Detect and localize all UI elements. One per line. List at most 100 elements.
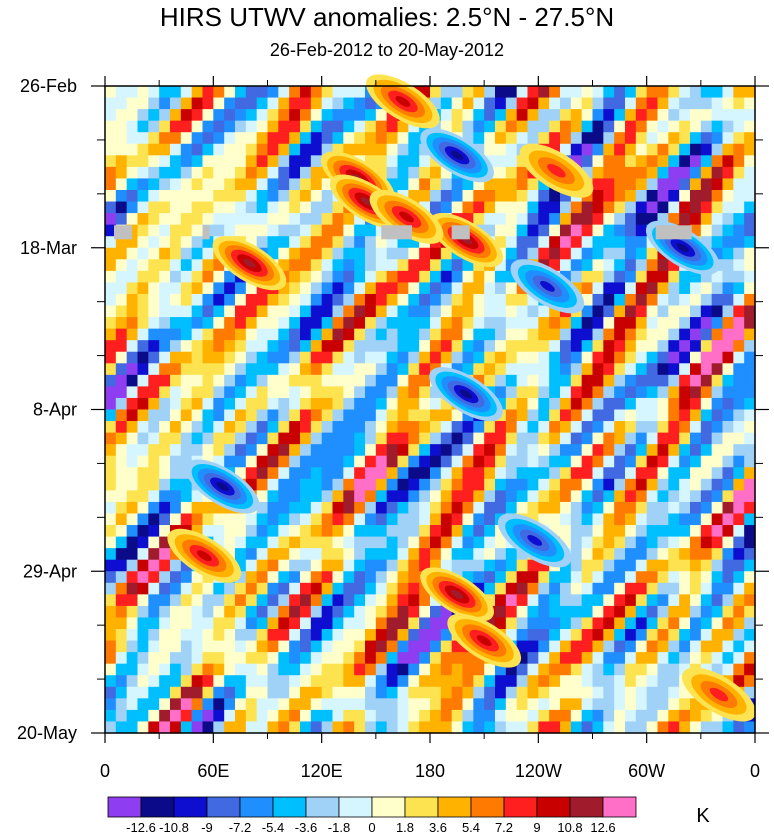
field-cell <box>159 455 171 468</box>
field-cell <box>397 605 409 619</box>
field-cell <box>700 155 713 168</box>
field-cell <box>148 97 160 110</box>
field-cell <box>592 340 604 353</box>
field-cell <box>430 247 442 260</box>
field-cell <box>126 686 139 699</box>
field-cell <box>516 605 529 619</box>
field-cell <box>581 559 594 572</box>
field-cell <box>267 213 279 226</box>
field-cell <box>267 513 279 526</box>
field-cell <box>267 421 279 434</box>
field-cell <box>310 571 323 584</box>
field-cell <box>440 525 453 538</box>
field-cell <box>310 455 323 468</box>
field-cell <box>711 582 724 595</box>
field-cell <box>603 709 615 723</box>
field-cell <box>235 582 247 595</box>
field-cell <box>126 328 139 341</box>
field-cell <box>235 571 247 584</box>
field-cell <box>462 282 474 295</box>
field-cell <box>267 594 279 607</box>
field-cell <box>462 328 474 341</box>
field-cell <box>386 467 399 480</box>
field-cell <box>538 698 550 711</box>
field-cell <box>213 213 225 226</box>
field-cell <box>614 501 626 515</box>
field-cell <box>310 617 323 630</box>
field-cell <box>538 109 550 122</box>
field-cell <box>321 86 334 99</box>
field-cell <box>581 455 594 468</box>
field-cell <box>235 213 247 226</box>
field-cell <box>213 421 225 434</box>
field-cell <box>170 386 182 399</box>
field-cell <box>744 97 756 110</box>
field-cell <box>105 652 117 665</box>
field-cell <box>289 455 301 468</box>
field-cell <box>170 559 182 572</box>
field-cell <box>289 421 301 434</box>
field-cell <box>495 97 507 110</box>
field-cell <box>516 340 529 353</box>
colorbar-box <box>206 796 241 818</box>
field-cell <box>235 444 247 457</box>
field-cell <box>516 109 529 122</box>
field-cell <box>711 536 724 549</box>
field-cell <box>202 663 214 676</box>
field-cell <box>365 478 377 491</box>
field-cell <box>625 386 637 399</box>
field-cell <box>170 282 182 295</box>
field-cell <box>473 709 485 723</box>
field-cell <box>375 501 388 515</box>
field-cell <box>180 270 193 284</box>
field-cell <box>180 629 193 642</box>
field-cell <box>386 698 399 711</box>
field-cell <box>419 409 431 422</box>
field-cell <box>451 109 464 122</box>
field-cell <box>224 224 236 237</box>
field-cell <box>549 109 561 122</box>
field-cell <box>592 143 604 156</box>
field-cell <box>451 478 464 491</box>
field-cell <box>289 501 301 515</box>
field-cell <box>224 582 236 595</box>
field-cell <box>365 109 377 122</box>
field-cell <box>375 686 388 699</box>
field-cell <box>646 594 659 607</box>
field-cell <box>289 213 301 226</box>
field-cell <box>430 189 442 203</box>
field-cell <box>321 455 334 468</box>
field-cell <box>343 259 355 272</box>
field-cell <box>191 386 204 399</box>
field-cell <box>495 166 507 180</box>
field-cell <box>733 652 745 665</box>
field-cell <box>235 698 247 711</box>
field-cell <box>375 317 388 330</box>
field-cell <box>646 351 659 364</box>
field-cell <box>224 120 236 133</box>
field-cell <box>440 201 453 214</box>
field-cell <box>700 270 713 284</box>
field-cell <box>560 432 572 445</box>
field-cell <box>397 282 409 295</box>
field-cell <box>115 259 128 272</box>
field-cell <box>148 213 160 226</box>
field-cell <box>538 305 550 318</box>
field-cell <box>300 640 312 653</box>
field-cell <box>495 143 507 156</box>
field-cell <box>549 132 561 145</box>
field-cell <box>505 213 518 226</box>
field-cell <box>603 282 615 295</box>
field-cell <box>310 259 323 272</box>
field-cell <box>484 686 496 699</box>
field-cell <box>267 363 279 376</box>
field-cell <box>289 652 301 665</box>
field-cell <box>430 490 442 503</box>
field-cell <box>343 386 355 399</box>
field-cell <box>224 201 236 214</box>
field-cell <box>484 421 496 434</box>
field-cell <box>332 525 344 538</box>
field-cell <box>635 374 648 387</box>
field-cell <box>343 467 355 480</box>
field-cell <box>310 548 323 561</box>
